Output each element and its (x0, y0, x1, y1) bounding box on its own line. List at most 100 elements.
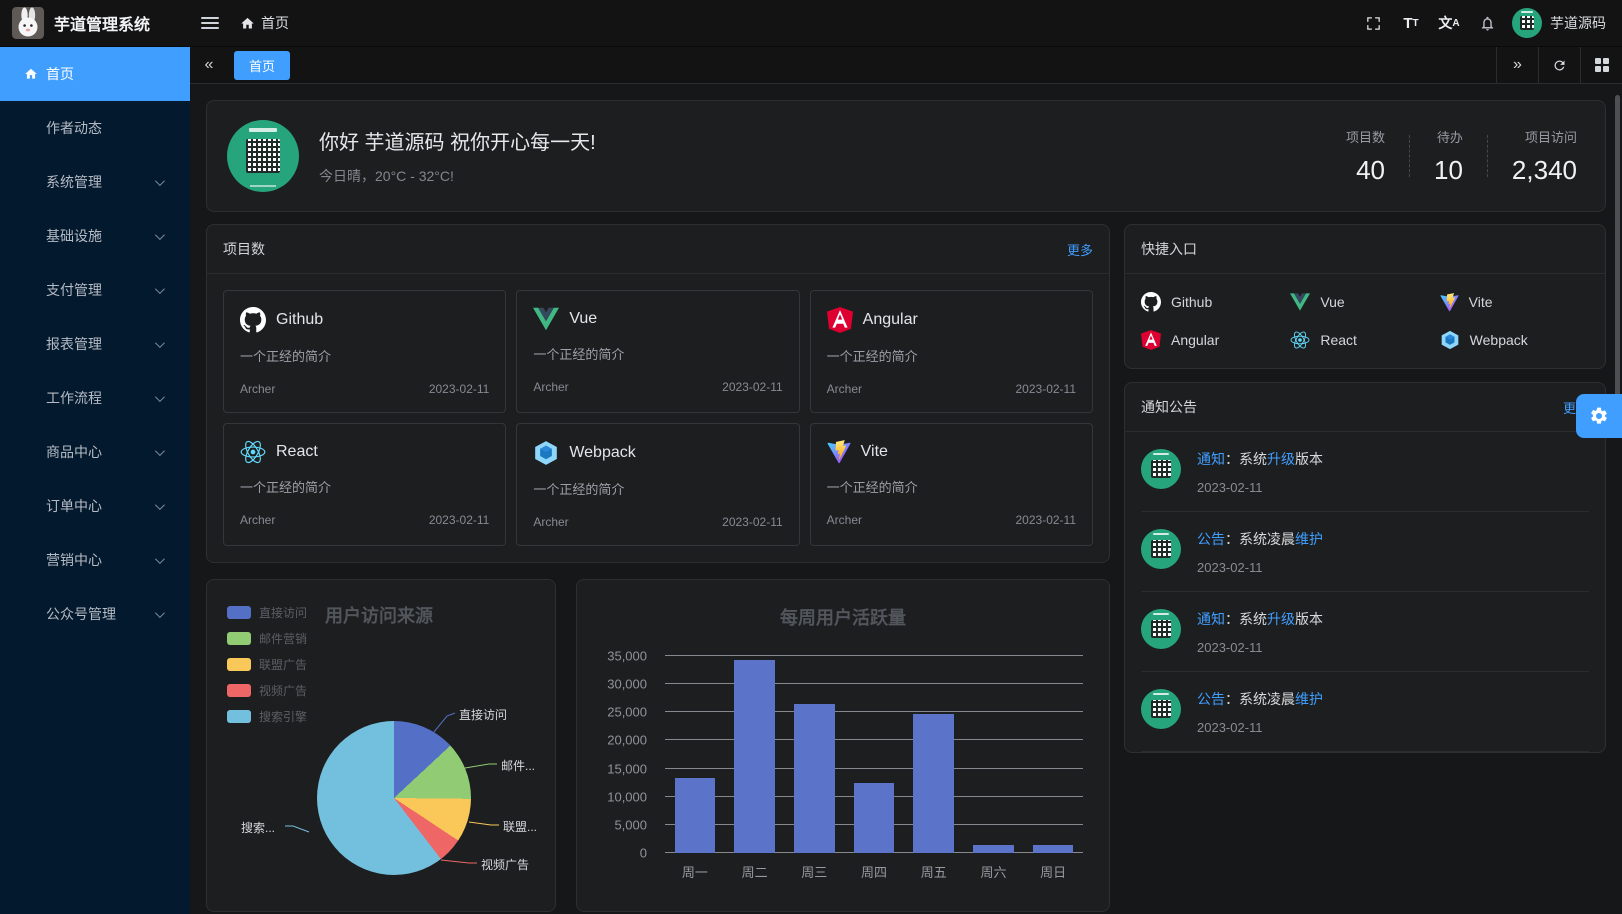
bell-icon[interactable] (1468, 0, 1506, 47)
bar-周四[interactable] (853, 783, 895, 853)
vue-icon (1290, 293, 1311, 311)
shortcut-label: Angular (1171, 332, 1220, 348)
project-author: Archer (240, 382, 276, 396)
home-icon (240, 16, 255, 31)
sidebar-item-label: 作者动态 (46, 120, 102, 136)
bar-周一[interactable] (674, 778, 716, 853)
notice-item: 通知：系统升级版本 2023-02-11 (1141, 592, 1589, 672)
legend-item[interactable]: 视频广告 (227, 682, 307, 699)
shortcut-vite[interactable]: Vite (1440, 292, 1589, 312)
fullscreen-icon[interactable] (1354, 0, 1392, 47)
x-tick-label: 周一 (681, 865, 708, 880)
notice-avatar (1141, 449, 1181, 489)
project-card-github[interactable]: Github 一个正经的简介 Archer 2023-02-11 (223, 290, 507, 413)
refresh-icon[interactable] (1538, 46, 1580, 84)
projects-more-link[interactable]: 更多 (1066, 242, 1093, 258)
bar-周五[interactable] (913, 713, 955, 853)
notice-date: 2023-02-11 (1197, 480, 1263, 495)
sidebar-item-label: 工作流程 (46, 390, 102, 406)
hamburger-menu-icon[interactable] (190, 0, 230, 47)
legend-item[interactable]: 联盟广告 (227, 656, 307, 673)
bar-周三[interactable] (794, 704, 835, 853)
shortcuts-title: 快捷入口 (1141, 241, 1197, 257)
y-tick-label: 10,000 (607, 789, 647, 805)
bar-周二[interactable] (734, 659, 775, 853)
legend-swatch (227, 632, 251, 645)
shortcuts-card-header: 快捷入口 (1125, 225, 1605, 274)
project-author: Archer (826, 513, 862, 527)
notice-title[interactable]: 通知：系统升级版本 (1197, 611, 1323, 627)
sidebar-item-home[interactable]: 首页 (0, 47, 190, 101)
sidebar-item-report[interactable]: 报表管理 (0, 317, 190, 371)
bar-周日[interactable] (1032, 845, 1074, 853)
legend-item[interactable]: 直接访问 (227, 604, 307, 621)
notice-title[interactable]: 公告：系统凌晨维护 (1197, 531, 1323, 547)
projects-card-header: 项目数 更多 (207, 225, 1109, 274)
sidebar-item-pay[interactable]: 支付管理 (0, 263, 190, 317)
legend-item[interactable]: 搜索引擎 (227, 708, 307, 725)
x-tick-label: 周日 (1040, 865, 1067, 880)
profile-qr-avatar (227, 120, 299, 192)
project-card-angular[interactable]: Angular 一个正经的简介 Archer 2023-02-11 (809, 290, 1093, 413)
sidebar-item-order[interactable]: 订单中心 (0, 479, 190, 533)
sidebar-item-workflow[interactable]: 工作流程 (0, 371, 190, 425)
collapse-tabs-left-icon[interactable]: « (204, 56, 214, 73)
project-name: Vite (860, 443, 888, 460)
sidebar-item-marketing[interactable]: 营销中心 (0, 533, 190, 587)
shortcuts-grid: Github Vue Vite (1125, 274, 1605, 368)
sidebar-item-label: 支付管理 (46, 282, 102, 298)
y-tick-label: 15,000 (607, 761, 647, 777)
tab-home[interactable]: 首页 (234, 50, 291, 80)
layout-grid-icon[interactable] (1580, 46, 1622, 84)
project-date: 2023-02-11 (722, 380, 783, 394)
bar-周六[interactable] (973, 845, 1014, 853)
sidebar-item-author-news[interactable]: 作者动态 (0, 101, 190, 155)
notice-date: 2023-02-11 (1197, 640, 1263, 655)
shortcut-github[interactable]: Github (1141, 292, 1290, 312)
projects-grid: Github 一个正经的简介 Archer 2023-02-11 (207, 274, 1109, 562)
sidebar-item-product[interactable]: 商品中心 (0, 425, 190, 479)
shortcut-react[interactable]: React (1290, 330, 1439, 350)
project-desc: 一个正经的简介 (533, 347, 625, 362)
y-tick-label: 25,000 (607, 704, 647, 720)
app-logo-area[interactable]: 芋道管理系统 (0, 7, 190, 39)
sidebar-item-infra[interactable]: 基础设施 (0, 209, 190, 263)
notice-title[interactable]: 通知：系统升级版本 (1197, 451, 1323, 467)
language-a-glyph: A (1452, 17, 1460, 29)
angular-icon (1141, 330, 1161, 350)
project-name: Angular (862, 311, 918, 328)
shortcut-webpack[interactable]: Webpack (1440, 330, 1589, 350)
settings-fab[interactable] (1576, 394, 1622, 438)
sidebar-item-system[interactable]: 系统管理 (0, 155, 190, 209)
legend-item[interactable]: 邮件营销 (227, 630, 307, 647)
notice-title[interactable]: 公告：系统凌晨维护 (1197, 691, 1323, 707)
shortcut-vue[interactable]: Vue (1290, 292, 1439, 312)
notice-item: 公告：系统凌晨维护 2023-02-11 (1141, 512, 1589, 592)
notices-card-header: 通知公告 更多 (1125, 383, 1605, 432)
breadcrumb[interactable]: 首页 (240, 13, 289, 33)
sidebar-item-label: 报表管理 (46, 336, 102, 352)
pie-callout-label: 联盟... (503, 820, 538, 834)
y-tick-label: 35,000 (607, 648, 647, 664)
pie-graphic[interactable] (317, 721, 471, 875)
charts-row: 用户访问来源 直接访问 邮件营销 联盟广告 视频广告 搜索引擎 (206, 579, 1110, 912)
user-menu[interactable]: 芋道源码 (1512, 8, 1606, 38)
project-card-webpack[interactable]: Webpack 一个正经的简介 Archer 2023-02-11 (516, 423, 800, 546)
shortcut-angular[interactable]: Angular (1141, 330, 1290, 350)
sidebar-item-wechat[interactable]: 公众号管理 (0, 587, 190, 641)
sidebar-item-label: 订单中心 (46, 498, 102, 514)
project-card-react[interactable]: React 一个正经的简介 Archer 2023-02-11 (223, 423, 507, 546)
bar-slot (844, 656, 904, 853)
y-tick-label: 20,000 (607, 732, 647, 748)
project-card-vue[interactable]: Vue 一个正经的简介 Archer 2023-02-11 (516, 290, 800, 413)
vertical-scrollbar[interactable] (1615, 95, 1620, 421)
x-tick-label: 周五 (920, 865, 947, 880)
scroll-tabs-right-icon[interactable]: » (1496, 46, 1538, 84)
project-card-vite[interactable]: Vite 一个正经的简介 Archer 2023-02-11 (809, 423, 1093, 546)
bar-plot[interactable] (665, 655, 1083, 853)
project-date: 2023-02-11 (1015, 382, 1077, 396)
chevron-down-icon (154, 229, 165, 240)
